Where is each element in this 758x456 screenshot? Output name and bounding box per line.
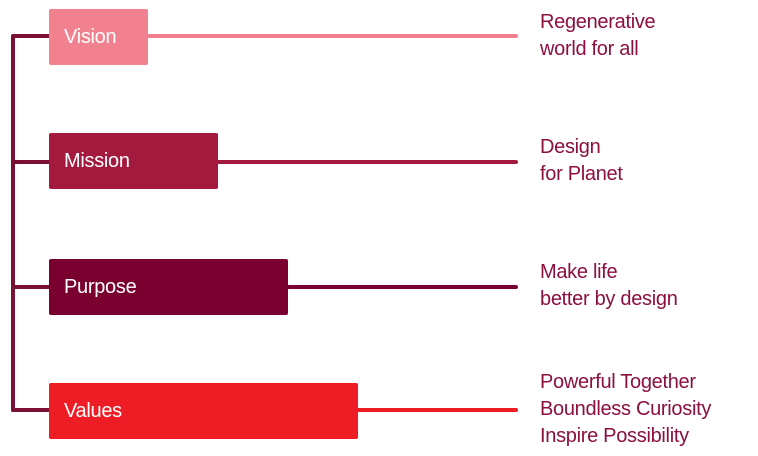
connector-vision — [146, 34, 518, 38]
desc-vision: Regenerative world for all — [540, 9, 656, 63]
hierarchy-spine — [11, 36, 15, 412]
desc-values-line-3: Inspire Possibility — [540, 425, 689, 447]
desc-purpose: Make life better by design — [540, 259, 678, 313]
branch-tick-mission — [11, 160, 51, 164]
box-mission: Mission — [49, 133, 218, 189]
box-label-mission: Mission — [64, 150, 130, 172]
desc-vision-line-2: world for all — [540, 38, 639, 60]
connector-purpose — [286, 285, 518, 289]
connector-mission — [216, 160, 518, 164]
desc-purpose-line-1: Make life — [540, 261, 618, 283]
branch-tick-purpose — [11, 285, 51, 289]
box-label-vision: Vision — [64, 26, 117, 48]
desc-purpose-line-2: better by design — [540, 288, 678, 310]
desc-mission: Design for Planet — [540, 134, 623, 188]
box-values: Values — [49, 383, 358, 439]
branch-tick-vision — [11, 34, 51, 38]
box-vision: Vision — [49, 9, 148, 65]
desc-values: Powerful Together Boundless Curiosity In… — [540, 369, 711, 450]
connector-values — [356, 408, 518, 412]
desc-mission-line-2: for Planet — [540, 163, 623, 185]
desc-mission-line-1: Design — [540, 136, 601, 158]
desc-vision-line-1: Regenerative — [540, 11, 656, 33]
box-purpose: Purpose — [49, 259, 288, 315]
desc-values-line-2: Boundless Curiosity — [540, 398, 712, 420]
branch-tick-values — [11, 408, 51, 412]
box-label-values: Values — [64, 400, 122, 422]
desc-values-line-1: Powerful Together — [540, 371, 696, 393]
box-label-purpose: Purpose — [64, 276, 137, 298]
